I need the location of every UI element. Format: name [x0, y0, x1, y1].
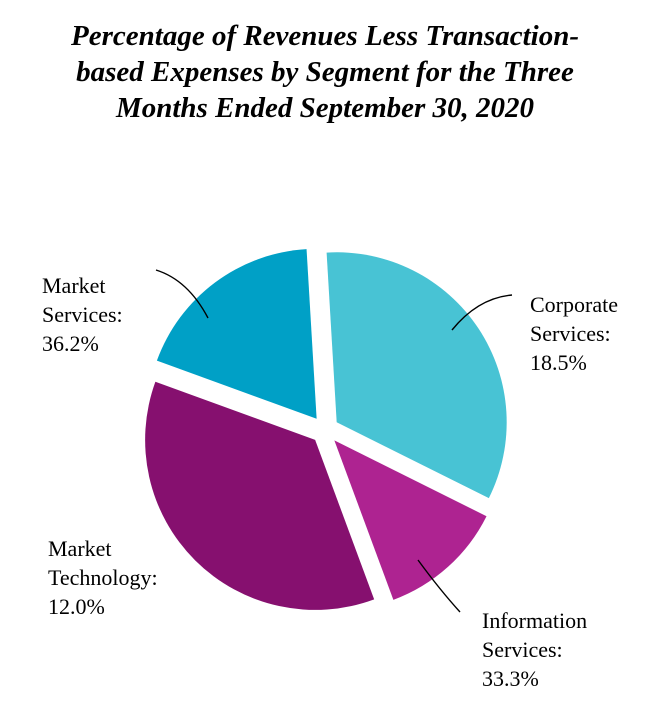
slice-label-technology-value: 12.0% — [48, 594, 105, 619]
leader-line-corporate — [451, 294, 513, 331]
slice-label-information-value: 33.3% — [482, 666, 539, 691]
leader-line-market — [155, 269, 209, 319]
slice-label-information-line-1: Information — [482, 608, 588, 633]
pie-slice-technology — [334, 440, 487, 600]
slice-label-market-services: Market Services: 36.2% — [42, 271, 123, 358]
slice-label-corporate-line-1: Corporate — [530, 292, 618, 317]
pie-slice-information — [326, 252, 507, 499]
chart-title: Percentage of Revenues Less Transaction-… — [0, 18, 650, 126]
slice-label-market-value: 36.2% — [42, 331, 99, 356]
chart-title-line-2: based Expenses by Segment for the Three — [76, 56, 574, 88]
leader-line-information — [417, 559, 461, 613]
pie-slice-market — [145, 381, 375, 610]
slice-label-information-line-2: Services: — [482, 637, 563, 662]
slice-label-technology-line-1: Market — [48, 536, 112, 561]
chart-title-line-3: Months Ended September 30, 2020 — [115, 92, 535, 124]
slice-label-corporate-services: Corporate Services: 18.5% — [530, 290, 618, 377]
slice-label-market-technology: Market Technology: 12.0% — [48, 534, 158, 621]
slice-label-market-line-2: Services: — [42, 302, 123, 327]
slice-label-market-line-1: Market — [42, 273, 106, 298]
slice-label-technology-line-2: Technology: — [48, 565, 158, 590]
pie-slice-corporate — [156, 249, 317, 419]
chart-title-line-1: Percentage of Revenues Less Transaction- — [71, 20, 579, 52]
slice-label-information-services: Information Services: 33.3% — [482, 606, 587, 693]
slice-label-corporate-value: 18.5% — [530, 350, 587, 375]
slice-label-corporate-line-2: Services: — [530, 321, 611, 346]
